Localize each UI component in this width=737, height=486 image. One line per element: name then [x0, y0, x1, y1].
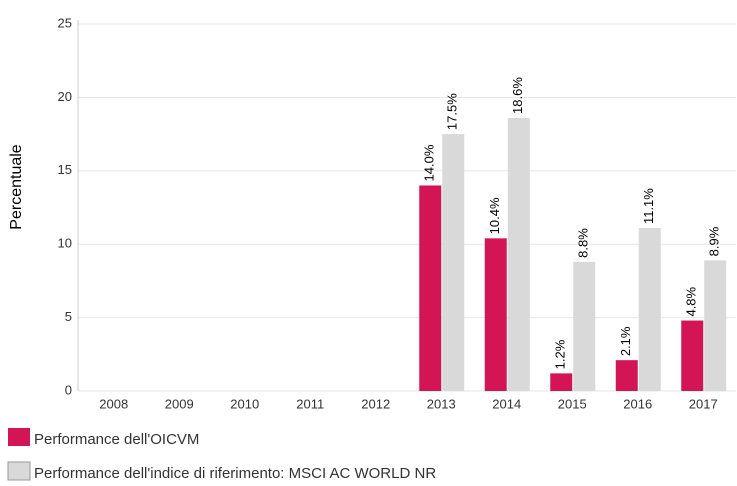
y-tick-label: 15: [58, 162, 72, 177]
x-tick-label: 2011: [296, 396, 324, 411]
bar: [484, 238, 507, 391]
x-tick-label: 2013: [427, 396, 456, 411]
x-tick-label: 2012: [361, 396, 390, 411]
value-label: 14.0%: [422, 144, 437, 181]
x-tick-label: 2016: [623, 396, 652, 411]
legend-swatch: [7, 461, 31, 481]
bar: [704, 260, 727, 391]
legend-swatch: [8, 428, 30, 446]
x-tick-label: 2014: [492, 396, 521, 411]
legend-label: Performance dell'indice di riferimento: …: [34, 465, 436, 482]
y-tick-label: 10: [58, 236, 72, 251]
bar: [615, 360, 638, 391]
bar: [442, 134, 465, 391]
y-tick-label: 0: [65, 382, 72, 397]
bar: [681, 320, 704, 391]
y-tick-label: 25: [58, 15, 72, 30]
bar: [573, 261, 596, 391]
x-tick-label: 2015: [558, 396, 587, 411]
value-label: 8.9%: [707, 226, 722, 256]
value-label: 2.1%: [618, 326, 633, 356]
value-label: 8.8%: [576, 228, 591, 258]
x-tick-label: 2010: [230, 396, 259, 411]
x-tick-label: 2017: [689, 396, 718, 411]
value-label: 1.2%: [553, 339, 568, 369]
value-label: 18.6%: [510, 77, 525, 114]
bar: [638, 228, 661, 391]
legend-label: Performance dell'OICVM: [34, 431, 199, 448]
y-tick-label: 20: [58, 89, 72, 104]
x-tick-label: 2008: [99, 396, 128, 411]
y-tick-label: 5: [65, 309, 72, 324]
value-label: 17.5%: [445, 93, 460, 130]
value-label: 11.1%: [641, 188, 656, 224]
x-tick-label: 2009: [165, 396, 194, 411]
y-axis-label: Percentuale: [8, 144, 25, 229]
bar: [550, 373, 573, 391]
value-label: 4.8%: [684, 286, 699, 316]
bar: [507, 117, 530, 392]
bar: [419, 185, 442, 391]
value-label: 10.4%: [487, 197, 502, 234]
